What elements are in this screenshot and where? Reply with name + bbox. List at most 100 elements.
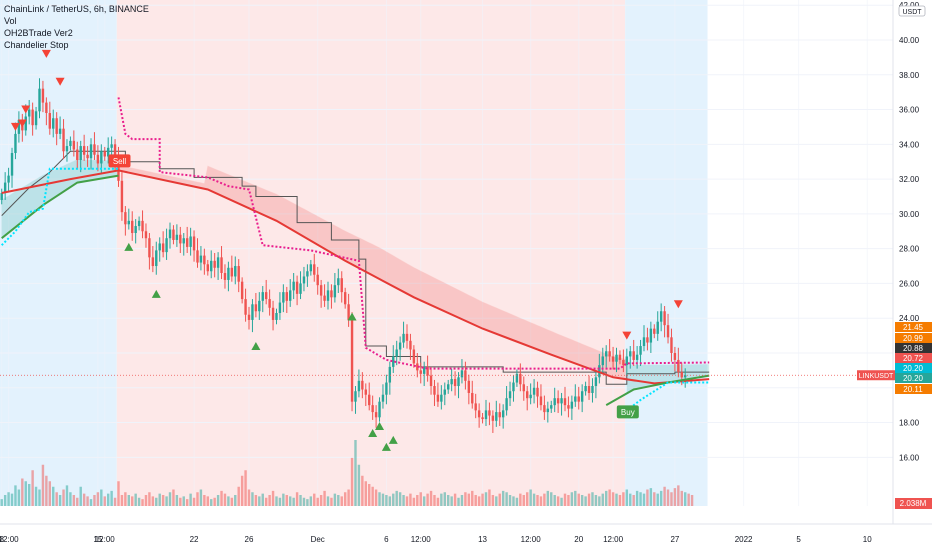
- volume-bar: [137, 497, 141, 506]
- volume-bar: [601, 493, 604, 506]
- candle-body: [103, 151, 106, 157]
- volume-bar: [422, 496, 426, 506]
- candle-body: [567, 405, 570, 409]
- candle-body: [553, 398, 556, 406]
- volume-bar: [625, 489, 629, 506]
- volume-bar: [31, 470, 34, 506]
- candle-body: [457, 377, 460, 387]
- price-tag-text: 20.99: [903, 334, 924, 343]
- volume-bar: [498, 493, 501, 506]
- time-axis-tick: 13: [478, 535, 487, 544]
- candle-body: [268, 299, 271, 308]
- candle-body: [467, 380, 471, 393]
- candle-body: [491, 415, 495, 421]
- ma-green-line-end: [605, 374, 710, 406]
- volume-bar: [76, 497, 79, 506]
- candle-body: [82, 146, 86, 155]
- volume-bar: [584, 496, 587, 506]
- candle-body: [591, 386, 594, 393]
- volume-bar: [86, 496, 89, 506]
- candle-body: [594, 377, 598, 387]
- volume-bar: [618, 495, 622, 506]
- candle-body: [151, 257, 155, 267]
- candle-body: [632, 351, 635, 360]
- volume-bar: [484, 492, 488, 506]
- volume-bar: [433, 495, 436, 506]
- volume-bar: [161, 495, 165, 506]
- candle-body: [247, 314, 251, 320]
- zone-bear: [116, 0, 626, 506]
- volume-bar: [347, 489, 350, 506]
- candle-body: [319, 285, 323, 296]
- price-tag-text: 20.72: [903, 354, 924, 363]
- volume-bar: [574, 490, 577, 506]
- volume-bar: [110, 490, 113, 506]
- volume-bar: [285, 495, 288, 506]
- candle-body: [65, 146, 69, 152]
- volume-bar: [550, 492, 553, 506]
- volume-bar: [182, 496, 185, 506]
- candle-body: [477, 410, 481, 418]
- volume-bar: [127, 495, 131, 506]
- volume-bar: [244, 470, 247, 506]
- volume-bar: [151, 496, 155, 506]
- volume-bar: [374, 489, 378, 506]
- candle-body: [86, 154, 89, 159]
- volume-bar: [591, 492, 594, 506]
- candle-body: [364, 389, 367, 395]
- candle-body: [161, 243, 165, 253]
- candle-body: [371, 405, 374, 413]
- volume-bar: [361, 475, 364, 506]
- candle-body: [574, 396, 577, 402]
- symbol-tag-box: [857, 370, 895, 381]
- candle-body: [560, 398, 563, 404]
- price-axis-tick: 26.00: [899, 279, 920, 288]
- candle-body: [0, 193, 3, 200]
- candle-body: [405, 333, 409, 341]
- candle-body: [326, 290, 330, 301]
- candle-body: [158, 243, 161, 251]
- legend-title: ChainLink / TetherUS, 6h, BINANCE: [4, 4, 149, 14]
- volume-bar: [512, 496, 515, 506]
- candle-body: [488, 410, 491, 416]
- candle-body: [282, 292, 285, 303]
- volume-bar: [440, 493, 443, 506]
- volume-bar: [501, 490, 505, 506]
- ma-green-line: [1, 174, 119, 239]
- volume-bar: [405, 496, 409, 506]
- volume-bar: [364, 481, 367, 506]
- candle-body: [185, 238, 189, 247]
- volume-bar: [158, 493, 161, 506]
- candle-body: [608, 351, 611, 357]
- price-tag-box: [895, 363, 932, 373]
- volume-bar: [378, 492, 381, 506]
- volume-bar: [649, 488, 653, 506]
- volume-tag-box: [895, 498, 932, 509]
- candle-body: [546, 408, 550, 413]
- candle-body: [368, 394, 371, 406]
- candle-body: [48, 113, 52, 129]
- candle-body: [333, 285, 337, 298]
- candle-body: [340, 278, 343, 293]
- volume-bar: [673, 488, 677, 506]
- volume-bar: [659, 490, 663, 506]
- volume-bar: [460, 495, 464, 506]
- volume-bar: [155, 497, 158, 506]
- volume-bar: [175, 495, 179, 506]
- volume-bar: [419, 492, 422, 506]
- volume-bar: [402, 495, 405, 506]
- candle-body: [7, 175, 10, 183]
- candle-body: [330, 290, 333, 298]
- time-axis-tick: 12:00: [603, 535, 624, 544]
- label-text: Sell: [113, 157, 127, 166]
- price-axis-tick: 38.00: [899, 71, 920, 80]
- volume-bar: [89, 499, 93, 506]
- candle-body: [120, 180, 124, 213]
- volume-bar: [247, 489, 251, 506]
- candle-body: [69, 140, 72, 147]
- candle-body: [316, 274, 319, 286]
- volume-bar: [106, 493, 110, 506]
- volume-bar: [519, 493, 522, 506]
